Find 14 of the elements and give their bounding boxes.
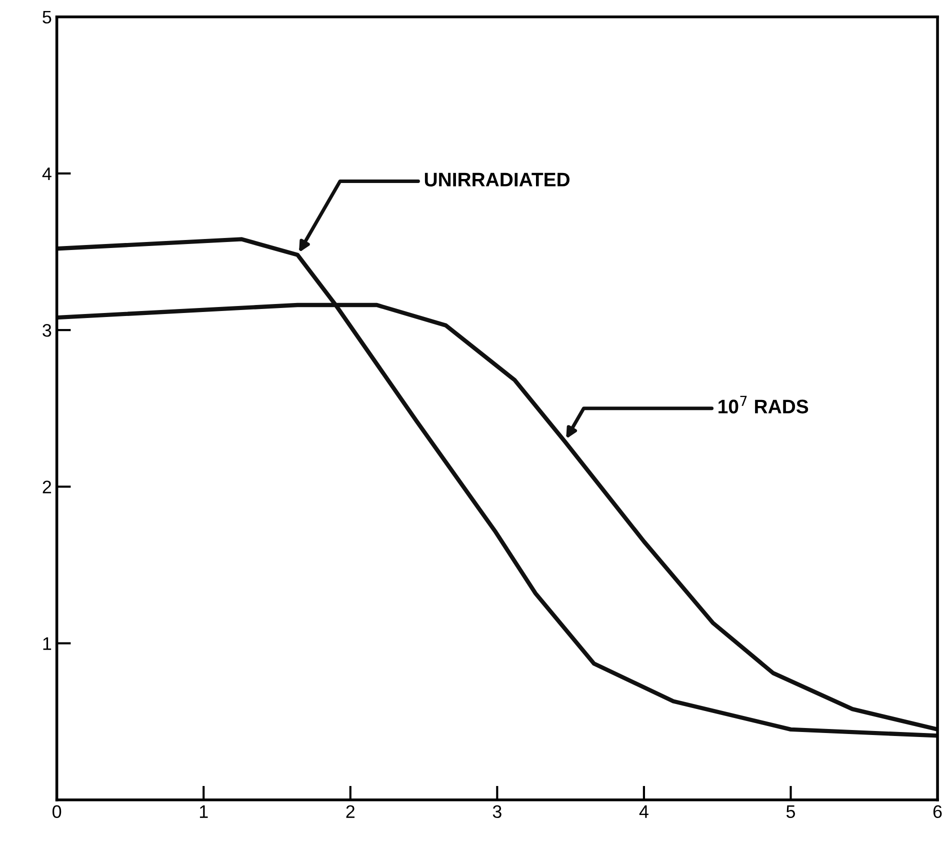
x-tick-label: 1: [200, 805, 208, 818]
y-tick-label: 1: [43, 637, 52, 650]
y-tick-label: 5: [42, 10, 52, 24]
annotation: UNIRRADIATED: [424, 172, 570, 186]
y-tick-label: 3: [42, 324, 52, 337]
y-tick-label: 2: [42, 480, 52, 494]
x-tick-label: 0: [52, 805, 62, 818]
x-tick-label: 2: [346, 805, 355, 818]
x-tick-label: 3: [492, 805, 502, 818]
annotation: 10$^{7}$ RADS: [718, 396, 808, 414]
x-tick-label: 5: [786, 805, 796, 818]
x-tick-label: 4: [639, 805, 648, 818]
x-tick-label: 6: [933, 805, 942, 818]
y-tick-label: 4: [42, 168, 52, 180]
